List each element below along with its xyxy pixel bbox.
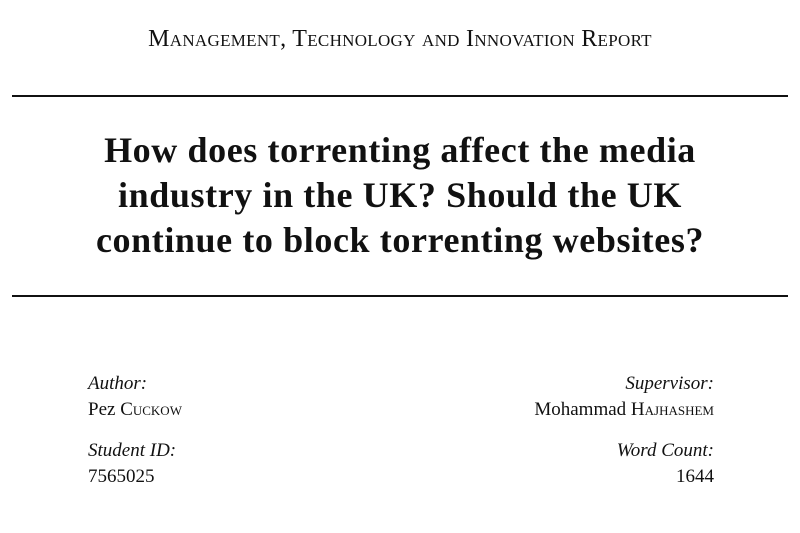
label: Supervisor: (625, 373, 714, 394)
author: Author: Pez Cuckow (88, 371, 182, 423)
title-line: How does torrenting affect the media (104, 130, 696, 170)
first-name: Mohammad (534, 399, 627, 420)
rule (12, 95, 788, 97)
label: Student ID: (88, 440, 177, 461)
student-id: Student ID: 7565025 (88, 438, 176, 490)
label: Author: (88, 373, 148, 394)
first-name: Pez (88, 399, 116, 420)
value: 7565025 (88, 466, 155, 487)
title-line: industry in the UK? Should the UK (118, 175, 682, 215)
last-name: Hajhashem (630, 399, 714, 420)
label: Word Count: (616, 440, 714, 461)
name: Mohammad Hajhashem (534, 397, 714, 423)
supervisor: Supervisor: Mohammad Hajhashem (534, 371, 714, 423)
rule (12, 295, 788, 297)
title: How does torrenting affect the media ind… (0, 128, 800, 263)
report-type: Management, Technology and Innovation Re… (148, 26, 652, 52)
title-line: continue to block torrenting websites? (95, 220, 705, 260)
name: Pez Cuckow (88, 397, 182, 423)
value: 1644 (676, 466, 714, 487)
word-count: Word Count: 1644 (617, 438, 714, 490)
last-name: Cuckow (120, 399, 182, 420)
